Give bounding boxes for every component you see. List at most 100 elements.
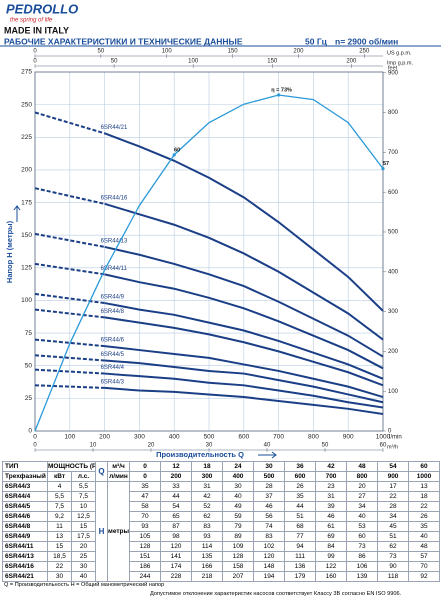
table-cell: 33 <box>160 481 193 492</box>
y2-tick-label: 100 <box>388 389 399 395</box>
table-cell: 186 <box>129 561 162 572</box>
y-tick-label: 125 <box>21 265 32 272</box>
table-cell: 89 <box>222 531 255 542</box>
y2-tick-label: 700 <box>388 150 399 156</box>
y2-tick-label: 600 <box>388 190 399 196</box>
chart: PEDROLLO the spring of life MADE IN ITAL… <box>0 1 441 459</box>
x4-tick-label: 20 <box>148 443 155 449</box>
table-cell: 0 <box>129 461 162 472</box>
table-cell: 25 <box>70 551 97 562</box>
table-cell: 122 <box>315 561 348 572</box>
table-cell: 58 <box>129 501 162 512</box>
table-cell: 600 <box>284 471 317 482</box>
y2-unit: feet <box>388 65 398 71</box>
x4-tick-label: 60 <box>380 443 387 449</box>
table-cell: 18 <box>408 491 441 502</box>
x3-tick-label: 150 <box>267 59 278 65</box>
y2-tick-label: 900 <box>388 70 399 76</box>
x4-tick-label: 10 <box>90 443 97 449</box>
table-cell: 15 <box>47 541 72 552</box>
efficiency-point <box>172 153 176 157</box>
table-cell: 6SR44/11 <box>2 541 48 552</box>
table-cell: 6SR44/9 <box>2 531 48 542</box>
table-cell: 46 <box>253 501 286 512</box>
table-cell: 194 <box>253 571 286 582</box>
table-cell: 56 <box>253 511 286 522</box>
x-tick-label: 100 <box>64 434 75 441</box>
x4-tick-label: 50 <box>322 443 329 449</box>
table-cell: 13 <box>47 531 72 542</box>
curve-label: 6SR44/3 <box>101 379 125 385</box>
y-tick-label: 25 <box>25 395 33 402</box>
table-cell: 6SR44/8 <box>2 521 48 532</box>
y-tick-label: 100 <box>21 297 32 304</box>
table-cell: 40 <box>222 491 255 502</box>
table-cell: 12 <box>160 461 193 472</box>
table-cell: 106 <box>346 561 379 572</box>
table-cell: 120 <box>253 551 286 562</box>
table-cell: 13 <box>408 481 441 492</box>
x-axis-label: Производительность Q <box>156 450 244 459</box>
table-cell: 23 <box>315 481 348 492</box>
table-cell: 179 <box>284 571 317 582</box>
table-cell: 128 <box>129 541 162 552</box>
table-cell: 102 <box>253 541 286 552</box>
efficiency-point <box>277 93 281 97</box>
table-cell: 31 <box>315 491 348 502</box>
table-cell: 17,5 <box>70 531 97 542</box>
table-cell: 30 <box>222 481 255 492</box>
table-cell: 94 <box>284 541 317 552</box>
table-cell: 60 <box>408 461 441 472</box>
table-cell: 135 <box>191 551 224 562</box>
table-cell: 84 <box>315 541 348 552</box>
curve-label: 6SR44/13 <box>101 239 128 245</box>
frequency: 50 Гц <box>305 36 328 46</box>
y-tick-label: 50 <box>25 362 33 369</box>
table-cell: 30 <box>253 461 286 472</box>
x3-tick-label: 50 <box>111 59 118 65</box>
table-cell: 93 <box>129 521 162 532</box>
table-cell: метры <box>107 481 131 582</box>
table-cell: 44 <box>284 501 317 512</box>
table-cell: 300 <box>191 471 224 482</box>
x3-tick-label: 0 <box>33 59 37 65</box>
curve <box>104 345 384 399</box>
table-row: 6SR44/6 9,2 12,5 70 65 62 59 56 51 46 40 34 26 <box>2 511 441 522</box>
table-cell: 31 <box>191 481 224 492</box>
table-cell: 500 <box>253 471 286 482</box>
x-tick-label: 200 <box>99 434 110 441</box>
x-tick-label: 700 <box>273 434 284 441</box>
table-cell: 20 <box>70 541 97 552</box>
x-tick-label: 300 <box>134 434 145 441</box>
table-cell: 6SR44/21 <box>2 571 48 582</box>
table-cell: 73 <box>346 541 379 552</box>
table-cell: 34 <box>346 501 379 512</box>
x4-tick-label: 30 <box>206 443 213 449</box>
table-cell: 128 <box>222 551 255 562</box>
table-row: Трехфазный кВт л.с. л/мин 0 200 300 400 500 600 70… <box>2 471 441 482</box>
x4-tick-label: 0 <box>33 443 37 449</box>
x2-tick-label: 100 <box>162 49 173 55</box>
table-cell: 34 <box>377 511 410 522</box>
table-cell: 39 <box>315 501 348 512</box>
table-cell: 139 <box>346 571 379 582</box>
y-tick-label: 75 <box>25 330 33 337</box>
curve-label: 6SR44/11 <box>101 266 128 272</box>
table-cell: 900 <box>377 471 410 482</box>
curve <box>104 273 384 370</box>
curve <box>104 386 384 416</box>
table-cell: 48 <box>346 461 379 472</box>
y2-tick-label: 0 <box>388 429 392 435</box>
table-cell: 26 <box>284 481 317 492</box>
table-cell: л.с. <box>70 471 97 482</box>
table-row: 6SR44/16 22 30 186 174 166 158 148 136 122 106 90 70 <box>2 561 441 572</box>
table-cell: 6SR44/13 <box>2 551 48 562</box>
table-row: 6SR44/8 11 15 93 87 83 79 74 68 61 53 45 35 <box>2 521 441 532</box>
table-cell: м³/ч <box>107 461 131 472</box>
table-cell: кВт <box>47 471 72 482</box>
curve <box>104 132 384 312</box>
table-cell: 93 <box>191 531 224 542</box>
table-cell: 47 <box>129 491 162 502</box>
